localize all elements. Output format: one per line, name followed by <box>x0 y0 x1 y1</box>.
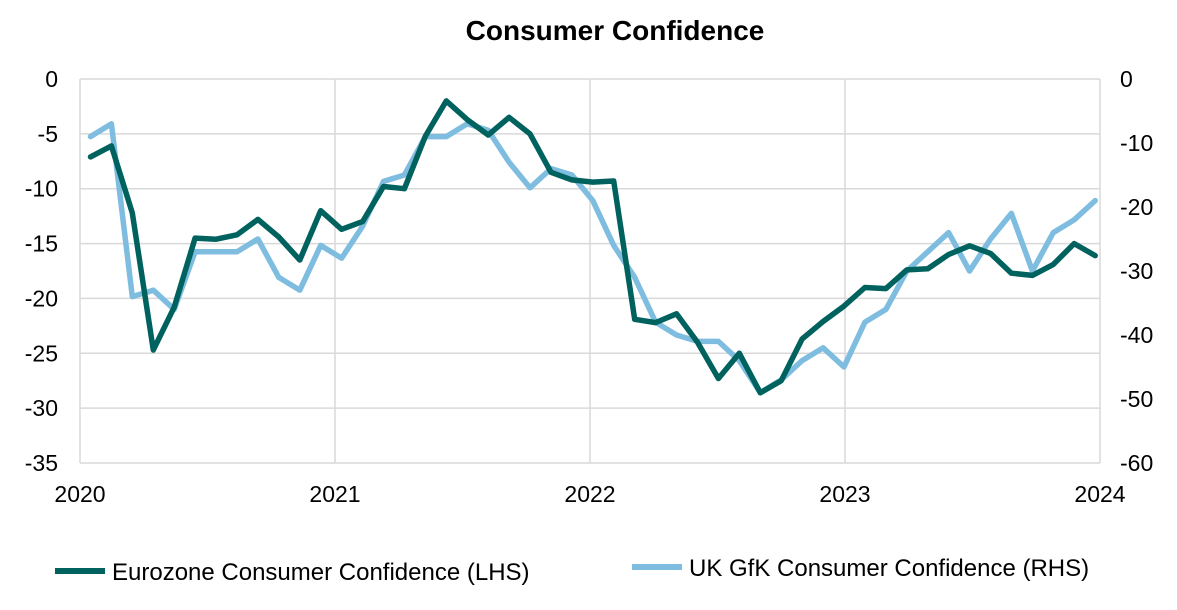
x-tick-label: 2024 <box>1074 481 1125 507</box>
left-tick-label: -5 <box>38 121 58 147</box>
legend-label: UK GfK Consumer Confidence (RHS) <box>689 555 1089 582</box>
x-tick-label: 2020 <box>54 481 105 507</box>
x-tick-label: 2023 <box>819 481 870 507</box>
left-tick-label: -20 <box>25 285 58 311</box>
series-lines <box>87 98 1098 396</box>
eurozone-series-line <box>87 98 1098 396</box>
left-tick-label: -30 <box>25 395 58 421</box>
x-axis-ticks: 2020 2021 2022 2023 2024 <box>54 481 1125 507</box>
right-tick-label: -40 <box>1120 322 1153 348</box>
chart-title: Consumer Confidence <box>466 15 765 46</box>
legend-label: Eurozone Consumer Confidence (LHS) <box>112 559 530 586</box>
right-axis-ticks: 0 -10 -20 -30 -40 -50 -60 <box>1120 66 1153 476</box>
left-tick-label: -25 <box>25 340 58 366</box>
left-tick-label: -35 <box>25 450 58 476</box>
right-tick-label: -30 <box>1120 258 1153 284</box>
right-tick-label: -50 <box>1120 386 1153 412</box>
x-tick-label: 2022 <box>564 481 615 507</box>
left-tick-label: -15 <box>25 231 58 257</box>
left-tick-label: 0 <box>45 66 58 92</box>
right-tick-label: -60 <box>1120 450 1153 476</box>
right-tick-label: -20 <box>1120 194 1153 220</box>
x-tick-label: 2021 <box>309 481 360 507</box>
legend: Eurozone Consumer Confidence (LHS) UK GfK… <box>55 555 1089 586</box>
left-tick-label: -10 <box>25 176 58 202</box>
uk-series-line <box>87 121 1098 396</box>
left-axis-ticks: 0 -5 -10 -15 -20 -25 -30 -35 <box>25 66 58 476</box>
right-tick-label: 0 <box>1120 66 1133 92</box>
gridlines <box>79 78 1101 464</box>
right-tick-label: -10 <box>1120 130 1153 156</box>
